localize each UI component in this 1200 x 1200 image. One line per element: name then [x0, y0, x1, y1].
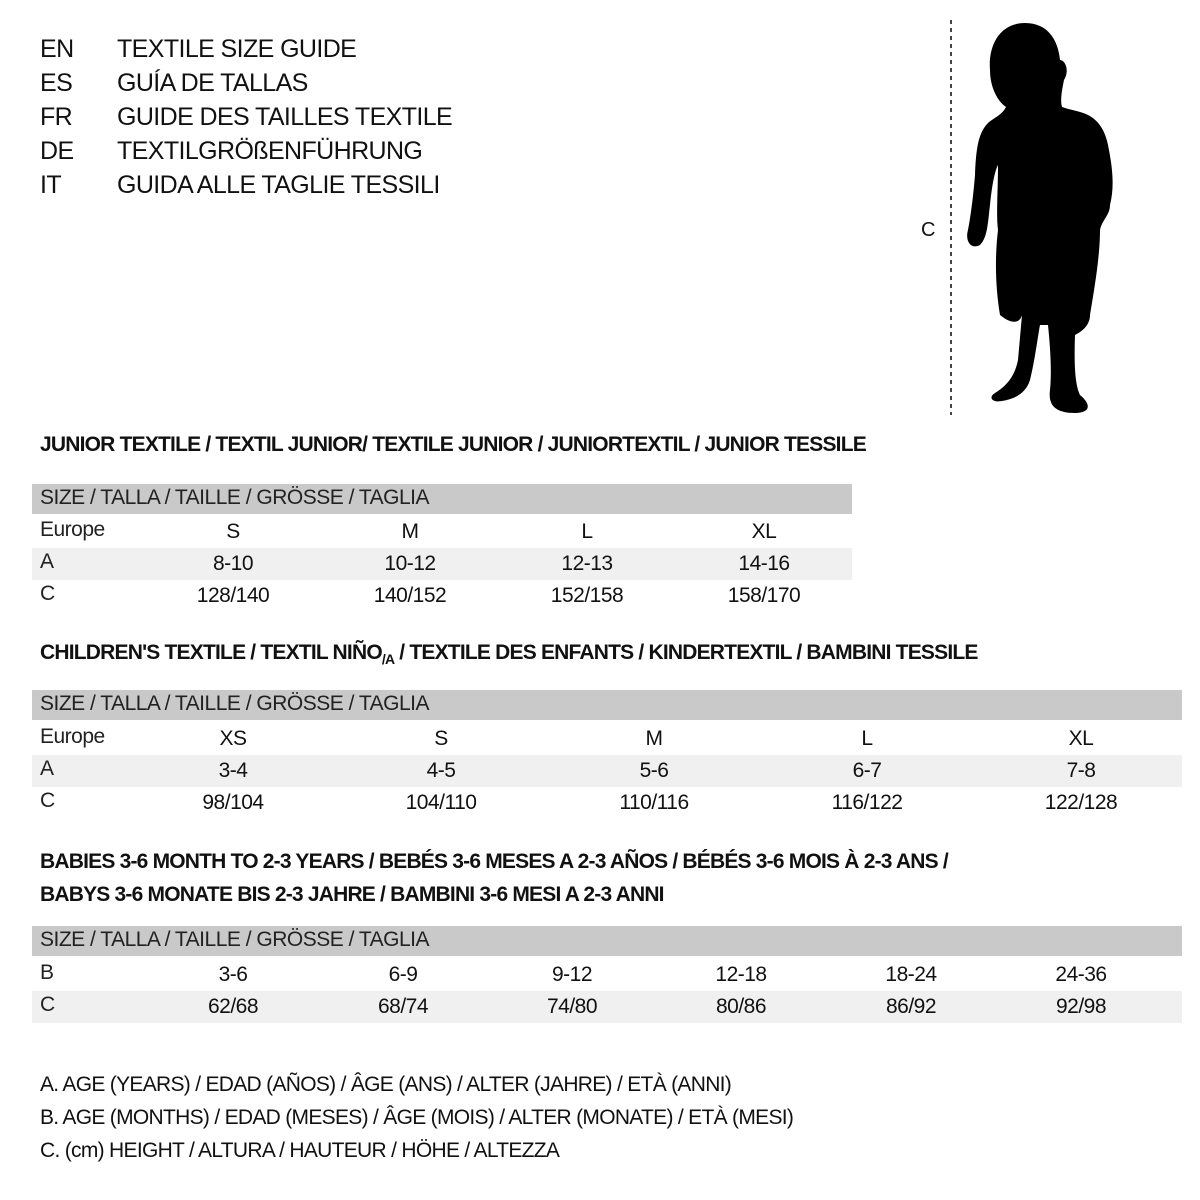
cell: 140/152: [373, 584, 447, 607]
lang-code-it: IT: [40, 171, 62, 199]
table-row: C 62/68 68/74 74/80 80/86 86/92 92/98: [32, 991, 1182, 1023]
heading-part: CHILDREN'S TEXTILE / TEXTIL NIÑO: [40, 641, 383, 664]
cell: XL: [751, 520, 777, 543]
cell: 128/140: [196, 584, 270, 607]
row-label: C: [40, 993, 55, 1016]
babies-heading-line1: BABIES 3-6 MONTH TO 2-3 YEARS / BEBÉS 3-…: [40, 850, 949, 873]
cell: 3-6: [218, 963, 248, 986]
cell: 4-5: [426, 759, 456, 782]
table-row: B 3-6 6-9 9-12 12-18 18-24 24-36: [32, 959, 1182, 991]
cell: 98/104: [202, 791, 264, 814]
lang-code-de: DE: [40, 137, 74, 165]
cell: 9-12: [551, 963, 593, 986]
cell: 8-10: [212, 552, 254, 575]
row-label: A: [40, 550, 54, 573]
cell: XS: [219, 727, 247, 750]
cell: 152/158: [550, 584, 624, 607]
cell: 110/116: [619, 791, 689, 814]
header-label: SIZE / TALLA / TAILLE / GRÖSSE / TAGLIA: [40, 692, 430, 715]
legend-c: C. (cm) HEIGHT / ALTURA / HAUTEUR / HÖHE…: [40, 1139, 560, 1162]
cell: 86/92: [885, 995, 937, 1018]
cell: 10-12: [384, 552, 436, 575]
cell: 158/170: [727, 584, 801, 607]
cell: 74/80: [546, 995, 598, 1018]
heading-part: / TEXTILE DES ENFANTS / KINDERTEXTIL / B…: [394, 641, 978, 664]
lang-code-en: EN: [40, 35, 74, 63]
cell: 62/68: [207, 995, 259, 1018]
cell: 3-4: [218, 759, 248, 782]
table-header-row: SIZE / TALLA / TAILLE / GRÖSSE / TAGLIA: [32, 926, 1182, 956]
lang-code-fr: FR: [40, 103, 73, 131]
cell: 18-24: [885, 963, 937, 986]
title-en: TEXTILE SIZE GUIDE: [117, 35, 357, 63]
table-row: Europe XS S M L XL: [32, 723, 1182, 755]
cell: 80/86: [715, 995, 767, 1018]
junior-size-table: SIZE / TALLA / TAILLE / GRÖSSE / TAGLIA …: [32, 484, 852, 612]
cell: XL: [1068, 727, 1094, 750]
cell: 14-16: [738, 552, 790, 575]
cell: S: [434, 727, 448, 750]
babies-heading-line2: BABYS 3-6 MONATE BIS 2-3 JAHRE / BAMBINI…: [40, 883, 665, 906]
title-es: GUÍA DE TALLAS: [117, 69, 308, 97]
table-row: C 98/104 104/110 110/116 116/122 122/128: [32, 787, 1182, 819]
cell: M: [401, 520, 420, 543]
cell: L: [861, 727, 873, 750]
row-label: Europe: [40, 725, 105, 748]
row-label: C: [40, 789, 55, 812]
lang-code-es: ES: [40, 69, 73, 97]
cell: 116/122: [831, 791, 903, 814]
legend-b: B. AGE (MONTHS) / EDAD (MESES) / ÂGE (MO…: [40, 1106, 794, 1129]
babies-size-table: SIZE / TALLA / TAILLE / GRÖSSE / TAGLIA …: [32, 926, 1182, 1023]
cell: 24-36: [1055, 963, 1107, 986]
cell: 122/128: [1044, 791, 1118, 814]
cell: L: [581, 520, 593, 543]
cell: 6-9: [388, 963, 418, 986]
cell: 6-7: [852, 759, 882, 782]
table-header-row: SIZE / TALLA / TAILLE / GRÖSSE / TAGLIA: [32, 690, 1182, 720]
table-row: A 8-10 10-12 12-13 14-16: [32, 548, 852, 580]
junior-heading: JUNIOR TEXTILE / TEXTIL JUNIOR/ TEXTILE …: [40, 433, 867, 456]
cell: 12-13: [561, 552, 613, 575]
cell: 68/74: [377, 995, 429, 1018]
table-row: Europe S M L XL: [32, 516, 852, 548]
cell: 5-6: [639, 759, 669, 782]
height-label: C: [921, 219, 935, 241]
cell: 7-8: [1066, 759, 1096, 782]
title-it: GUIDA ALLE TAGLIE TESSILI: [117, 171, 440, 199]
header-label: SIZE / TALLA / TAILLE / GRÖSSE / TAGLIA: [40, 928, 430, 951]
row-label: A: [40, 757, 54, 780]
children-size-table: SIZE / TALLA / TAILLE / GRÖSSE / TAGLIA …: [32, 690, 1182, 819]
table-row: C 128/140 140/152 152/158 158/170: [32, 580, 852, 612]
heading-subscript: /A: [381, 651, 395, 668]
row-label: C: [40, 582, 55, 605]
table-header-row: SIZE / TALLA / TAILLE / GRÖSSE / TAGLIA: [32, 484, 852, 514]
cell: 104/110: [405, 791, 477, 814]
cell: M: [645, 727, 664, 750]
cell: 12-18: [715, 963, 767, 986]
title-de: TEXTILGRÖßENFÜHRUNG: [117, 137, 423, 165]
legend-a: A. AGE (YEARS) / EDAD (AÑOS) / ÂGE (ANS)…: [40, 1073, 732, 1096]
table-row: A 3-4 4-5 5-6 6-7 7-8: [32, 755, 1182, 787]
cell: S: [226, 520, 240, 543]
title-fr: GUIDE DES TAILLES TEXTILE: [117, 103, 453, 131]
row-label: B: [40, 961, 54, 984]
header-label: SIZE / TALLA / TAILLE / GRÖSSE / TAGLIA: [40, 486, 430, 509]
children-heading: CHILDREN'S TEXTILE / TEXTIL NIÑO/A / TEX…: [40, 641, 978, 667]
row-label: Europe: [40, 518, 105, 541]
child-silhouette-icon: [950, 20, 1113, 415]
cell: 92/98: [1055, 995, 1107, 1018]
